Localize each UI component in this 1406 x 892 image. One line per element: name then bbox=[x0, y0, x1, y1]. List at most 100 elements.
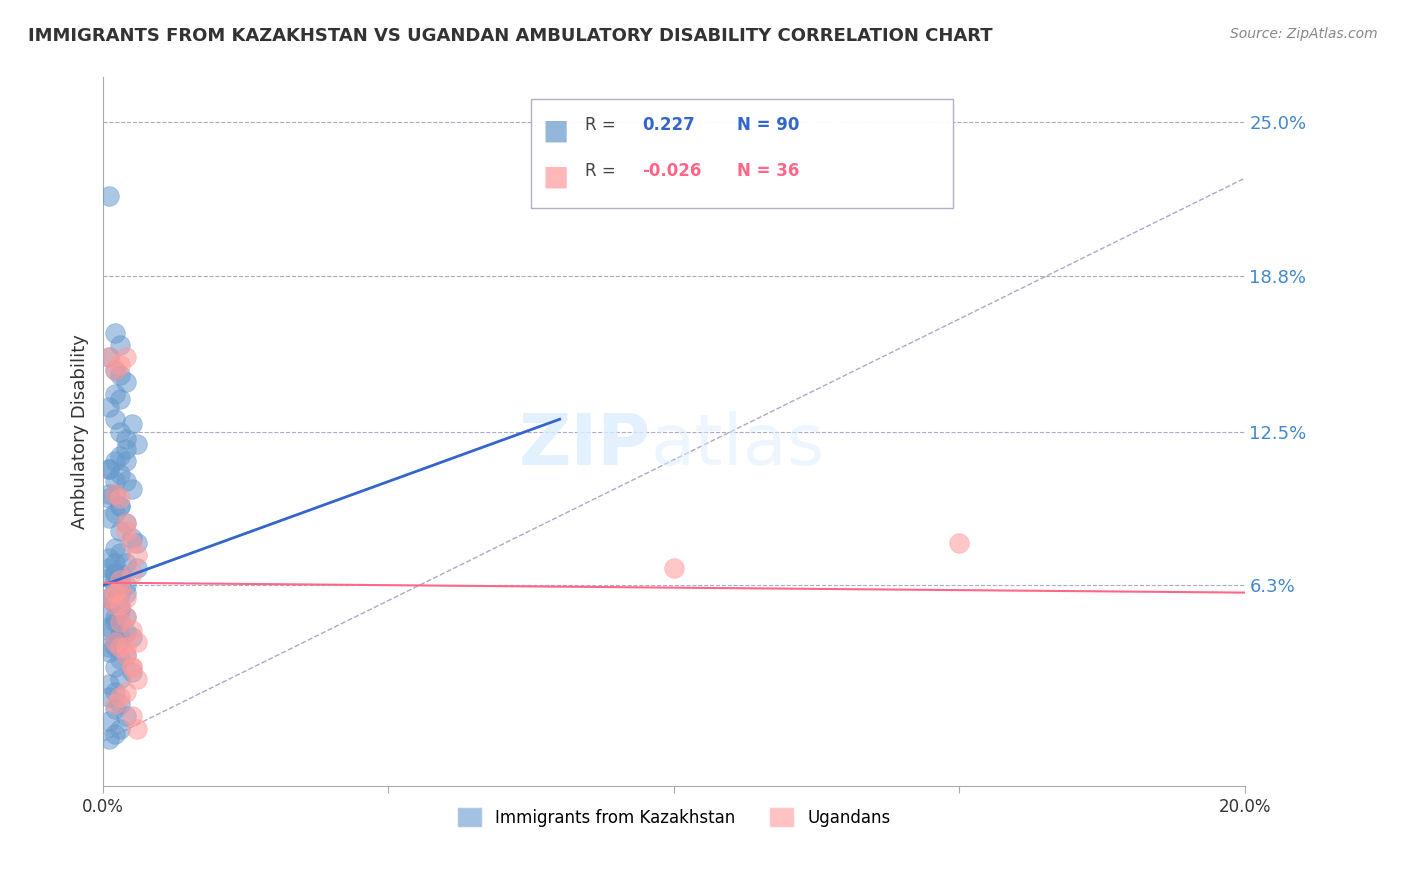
Point bbox=[121, 536, 143, 550]
Point bbox=[110, 652, 132, 666]
Point bbox=[115, 351, 138, 365]
Point bbox=[103, 660, 125, 674]
Point bbox=[115, 578, 138, 592]
Point bbox=[110, 575, 132, 590]
Point bbox=[103, 573, 125, 587]
Point bbox=[110, 600, 132, 615]
Point bbox=[127, 722, 149, 736]
Point bbox=[97, 623, 120, 637]
Point bbox=[103, 362, 125, 376]
Point bbox=[121, 660, 143, 674]
Point bbox=[115, 585, 138, 599]
Point bbox=[110, 673, 132, 687]
Point bbox=[97, 731, 120, 746]
Point bbox=[97, 462, 120, 476]
Point bbox=[103, 486, 125, 500]
Point bbox=[110, 615, 132, 630]
Y-axis label: Ambulatory Disability: Ambulatory Disability bbox=[72, 334, 89, 529]
Point bbox=[110, 628, 132, 642]
Point bbox=[121, 709, 143, 723]
Point bbox=[110, 697, 132, 711]
Point bbox=[115, 610, 138, 624]
Point bbox=[121, 531, 143, 545]
Text: 0.227: 0.227 bbox=[643, 116, 695, 135]
Point bbox=[103, 387, 125, 401]
Point bbox=[97, 714, 120, 729]
Point bbox=[115, 516, 138, 531]
Point bbox=[127, 561, 149, 575]
FancyBboxPatch shape bbox=[531, 99, 953, 209]
Text: N = 90: N = 90 bbox=[737, 116, 799, 135]
Point bbox=[115, 516, 138, 531]
Point bbox=[97, 690, 120, 704]
Point bbox=[103, 566, 125, 580]
Point bbox=[103, 486, 125, 500]
Point bbox=[115, 524, 138, 538]
Point bbox=[115, 648, 138, 662]
Point bbox=[110, 467, 132, 481]
Text: atlas: atlas bbox=[651, 411, 825, 480]
Point bbox=[103, 684, 125, 698]
Point bbox=[121, 482, 143, 496]
Point bbox=[103, 454, 125, 468]
Point bbox=[103, 598, 125, 612]
Point bbox=[121, 623, 143, 637]
Text: R =: R = bbox=[585, 116, 621, 135]
Point bbox=[115, 454, 138, 468]
Point bbox=[110, 546, 132, 560]
Point bbox=[103, 635, 125, 649]
Point bbox=[97, 561, 120, 575]
Point bbox=[97, 591, 120, 605]
Point bbox=[103, 595, 125, 609]
Point bbox=[115, 610, 138, 624]
Point bbox=[103, 412, 125, 426]
Point bbox=[103, 615, 125, 630]
Point bbox=[110, 338, 132, 352]
Point bbox=[97, 351, 120, 365]
Point bbox=[97, 511, 120, 525]
Point bbox=[121, 665, 143, 679]
Point bbox=[948, 536, 970, 550]
Point bbox=[103, 702, 125, 716]
Point bbox=[110, 573, 132, 587]
Point bbox=[110, 566, 132, 580]
Point bbox=[115, 591, 138, 605]
Point bbox=[115, 474, 138, 488]
Point bbox=[110, 722, 132, 736]
Point bbox=[115, 684, 138, 698]
Point bbox=[110, 524, 132, 538]
Point bbox=[97, 462, 120, 476]
Point bbox=[103, 556, 125, 570]
Point bbox=[110, 615, 132, 630]
Point bbox=[110, 635, 132, 649]
Point bbox=[103, 585, 125, 599]
Point bbox=[127, 635, 149, 649]
Point bbox=[110, 368, 132, 382]
Point bbox=[110, 499, 132, 513]
Point bbox=[127, 549, 149, 563]
Text: ■: ■ bbox=[543, 116, 569, 145]
Point bbox=[110, 573, 132, 587]
Text: IMMIGRANTS FROM KAZAKHSTAN VS UGANDAN AMBULATORY DISABILITY CORRELATION CHART: IMMIGRANTS FROM KAZAKHSTAN VS UGANDAN AM… bbox=[28, 27, 993, 45]
Point bbox=[97, 400, 120, 414]
Point bbox=[110, 499, 132, 513]
Point bbox=[121, 417, 143, 432]
Text: ■: ■ bbox=[543, 162, 569, 190]
Point bbox=[110, 450, 132, 464]
Point bbox=[97, 591, 120, 605]
Point bbox=[110, 392, 132, 407]
Point bbox=[97, 550, 120, 565]
Point bbox=[103, 541, 125, 555]
Point bbox=[110, 581, 132, 595]
Point bbox=[103, 610, 125, 624]
Point bbox=[103, 474, 125, 488]
Point bbox=[110, 585, 132, 599]
Text: Source: ZipAtlas.com: Source: ZipAtlas.com bbox=[1230, 27, 1378, 41]
Point bbox=[110, 640, 132, 654]
Legend: Immigrants from Kazakhstan, Ugandans: Immigrants from Kazakhstan, Ugandans bbox=[450, 800, 897, 834]
Text: -0.026: -0.026 bbox=[643, 162, 702, 180]
Point bbox=[103, 506, 125, 520]
Point bbox=[103, 566, 125, 580]
Point bbox=[97, 351, 120, 365]
Point bbox=[127, 673, 149, 687]
